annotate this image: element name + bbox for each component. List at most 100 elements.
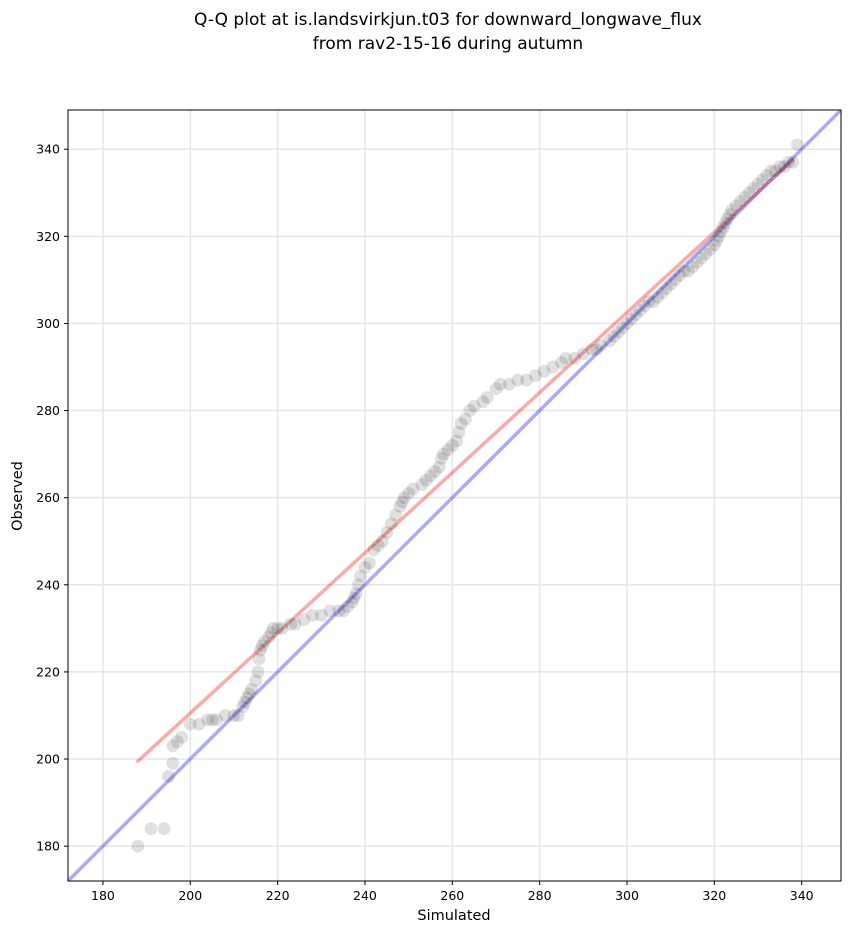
data-point	[781, 155, 796, 170]
data-point	[423, 469, 438, 483]
data-point	[218, 708, 232, 723]
data-point	[663, 277, 678, 291]
data-point	[242, 686, 256, 701]
data-point	[436, 447, 451, 461]
data-point	[401, 486, 416, 501]
chart-title: Q-Q plot at is.landsvirkjun.t03 for down…	[194, 10, 702, 54]
data-point	[511, 373, 525, 387]
data-point	[264, 625, 278, 640]
points-layer	[131, 138, 805, 853]
data-point	[227, 708, 241, 723]
data-point	[718, 216, 733, 231]
data-point	[681, 264, 695, 278]
data-point	[458, 412, 473, 427]
data-point	[607, 329, 621, 344]
data-point	[283, 617, 298, 631]
data-point	[537, 364, 551, 379]
data-point	[336, 604, 350, 618]
x-axis-ticks: 180 200 220 240 260 280 300 320 340	[91, 881, 814, 903]
data-point	[419, 473, 433, 488]
data-point	[380, 525, 394, 540]
plot-frame	[67, 109, 842, 882]
data-point	[255, 639, 270, 653]
data-point	[231, 708, 246, 723]
data-point	[397, 490, 412, 505]
data-point	[366, 543, 381, 557]
data-point	[790, 138, 805, 152]
data-point	[567, 351, 582, 366]
data-point	[362, 556, 377, 570]
data-point	[585, 342, 599, 357]
data-point	[502, 377, 516, 392]
data-point	[760, 168, 774, 183]
data-point	[388, 508, 403, 522]
data-point	[489, 382, 503, 396]
data-point	[452, 425, 466, 440]
data-point	[738, 190, 752, 204]
data-point	[192, 717, 206, 731]
data-point	[755, 172, 770, 187]
data-point	[238, 695, 252, 710]
data-point	[235, 700, 250, 714]
data-point	[201, 713, 215, 727]
x-tick-label: 200	[178, 888, 202, 903]
data-point	[157, 821, 171, 836]
data-point	[773, 159, 787, 174]
data-point	[183, 717, 198, 731]
data-point	[305, 608, 320, 623]
x-tick-label: 220	[266, 888, 290, 903]
data-point	[698, 246, 713, 261]
data-point	[332, 604, 346, 618]
data-point	[602, 334, 617, 348]
data-point	[406, 482, 420, 496]
data-point	[620, 316, 634, 331]
data-point	[493, 377, 508, 392]
data-point	[528, 368, 543, 383]
data-point	[432, 460, 446, 474]
data-point	[384, 517, 398, 531]
x-tick-label: 260	[440, 888, 464, 903]
data-point	[205, 713, 219, 727]
data-point	[467, 399, 481, 413]
data-point	[349, 586, 363, 601]
data-point	[353, 569, 368, 583]
data-point	[742, 186, 757, 200]
chart-title-line-1: Q-Q plot at is.landsvirkjun.t03 for down…	[194, 10, 702, 30]
data-point	[393, 499, 407, 514]
data-point	[624, 312, 639, 326]
data-point	[714, 225, 728, 239]
x-tick-label: 280	[528, 888, 552, 903]
data-point	[659, 281, 674, 296]
data-point	[576, 347, 591, 361]
data-point	[428, 464, 442, 479]
data-point	[288, 617, 302, 631]
data-point	[170, 734, 184, 749]
data-point	[434, 451, 449, 466]
data-point	[270, 621, 285, 636]
y-tick-label: 220	[36, 664, 60, 679]
data-point	[314, 608, 329, 623]
data-point	[646, 294, 660, 309]
y-tick-label: 200	[36, 752, 60, 767]
data-point	[677, 264, 691, 278]
data-point	[637, 299, 652, 313]
data-point	[764, 164, 778, 178]
data-point	[358, 560, 372, 575]
data-point	[668, 273, 682, 287]
x-tick-label: 340	[790, 888, 814, 903]
data-point	[628, 307, 643, 322]
data-point	[262, 630, 276, 644]
data-point	[594, 338, 608, 352]
data-point	[633, 303, 647, 318]
data-point	[166, 756, 180, 771]
data-point	[251, 665, 265, 679]
data-point	[252, 652, 266, 666]
data-point	[257, 634, 272, 649]
x-tick-label: 240	[353, 888, 377, 903]
data-point	[711, 229, 726, 244]
data-point	[395, 495, 409, 509]
data-point	[703, 242, 717, 257]
data-point	[611, 325, 626, 339]
fit-line	[136, 158, 795, 763]
y-tick-label: 180	[36, 839, 60, 854]
